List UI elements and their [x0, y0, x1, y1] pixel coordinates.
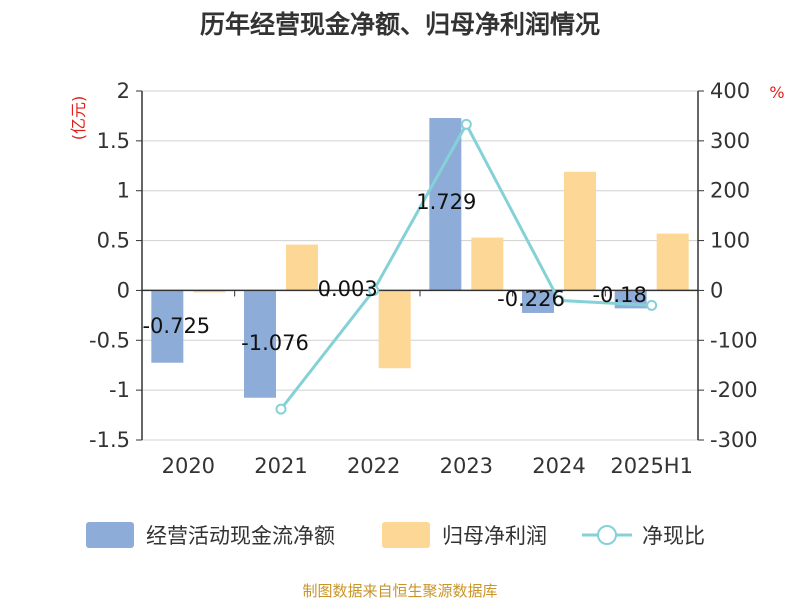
right-tick-label: 300: [710, 129, 750, 153]
right-tick-label: -100: [710, 328, 758, 352]
left-tick-label: 0: [117, 278, 130, 302]
right-tick-label: 100: [710, 229, 750, 253]
left-tick-label: 1.5: [97, 129, 130, 153]
legend-marker-ratio: [597, 525, 617, 545]
ratio-point: [368, 284, 380, 296]
right-tick-label: 200: [710, 179, 750, 203]
right-tick-label: 400: [710, 79, 750, 103]
ratio-line: [275, 118, 658, 415]
cashflow-bar: [429, 118, 462, 291]
gridlines: [142, 90, 698, 441]
netprofit-bar: [471, 237, 504, 291]
cashflow-data-label: -1.076: [241, 331, 309, 355]
cashflow-data-label: 1.729: [416, 190, 476, 214]
cashflow-bar: [522, 290, 554, 313]
legend-label-netprofit: 归母净利润: [442, 524, 547, 548]
netprofit-bar: [286, 244, 318, 291]
left-tick-label: 1: [117, 179, 130, 203]
left-tick-label: 2: [117, 79, 130, 103]
ratio-point: [275, 403, 287, 415]
left-tick-label: -1.5: [89, 428, 130, 452]
legend-label-cashflow: 经营活动现金流净额: [146, 524, 335, 548]
right-tick-label: -200: [710, 378, 758, 402]
legend-swatch-cashflow: [86, 522, 134, 548]
netprofit-bar: [656, 233, 689, 291]
legend: 经营活动现金流净额 归母净利润 净现比: [86, 522, 705, 548]
axes: 2 1.5 1 0.5 0 -0.5 -1 -1.5 400 300 200 100 0 -100 -200…: [89, 79, 758, 478]
x-tick-label: 2021: [254, 454, 307, 478]
ratio-point: [646, 299, 658, 311]
x-tick-label: 2020: [162, 454, 215, 478]
right-tick-label: 0: [710, 278, 723, 302]
left-tick-label: 0.5: [97, 229, 130, 253]
x-tick-label: 2025H1: [610, 454, 693, 478]
ratio-point: [553, 294, 565, 306]
cashflow-data-label: -0.725: [142, 314, 210, 338]
x-tick-label: 2024: [532, 454, 585, 478]
right-tick-label: -300: [710, 428, 758, 452]
netprofit-bar: [193, 290, 226, 293]
chart-title: 历年经营现金净额、归母净利润情况: [200, 10, 600, 39]
x-tick-label: 2022: [347, 454, 400, 478]
left-tick-label: -1: [109, 378, 130, 402]
left-tick-label: -0.5: [89, 328, 130, 352]
bars: [151, 118, 689, 398]
data-labels: -0.725 -1.076 0.003 1.729 -0.226 -0.18: [142, 190, 646, 355]
cashflow-data-label: -0.18: [592, 283, 646, 307]
right-axis-unit: %: [769, 83, 784, 102]
source-note: 制图数据来自恒生聚源数据库: [302, 582, 497, 600]
x-tick-label: 2023: [440, 454, 493, 478]
cashflow-data-label: 0.003: [318, 277, 378, 301]
netprofit-bar: [564, 171, 596, 291]
legend-swatch-netprofit: [382, 522, 430, 548]
cashflow-data-label: -0.226: [497, 287, 565, 311]
ratio-line-path: [279, 121, 652, 411]
ratio-point: [460, 118, 472, 130]
cashflow-bar: [151, 290, 184, 363]
netprofit-bar: [378, 290, 411, 369]
cashflow-bar: [244, 290, 276, 398]
legend-label-ratio: 净现比: [642, 524, 705, 548]
left-axis-unit: (亿元): [69, 96, 88, 141]
